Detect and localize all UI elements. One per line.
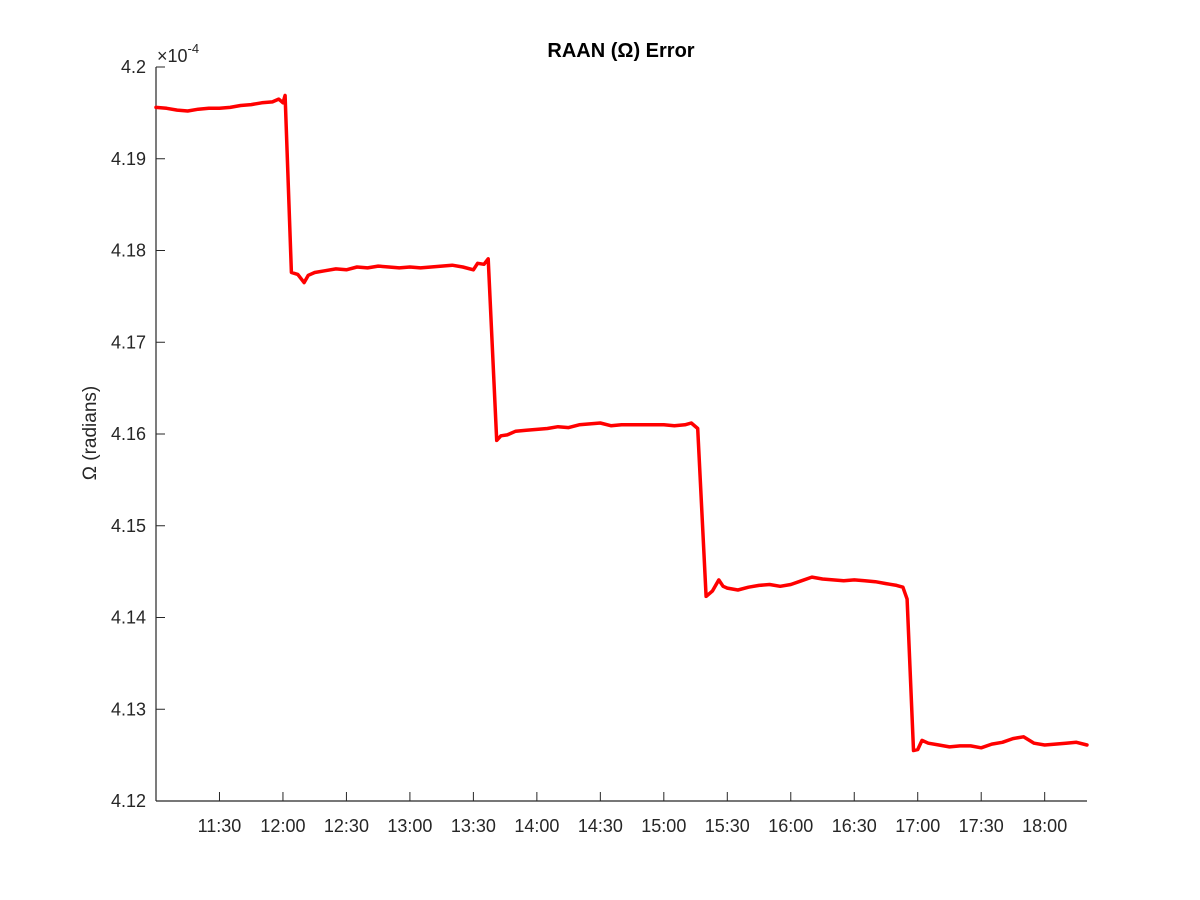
x-tick-label: 14:30 bbox=[578, 816, 623, 836]
x-tick-label: 16:00 bbox=[768, 816, 813, 836]
x-tick-label: 18:00 bbox=[1022, 816, 1067, 836]
x-tick-label: 13:30 bbox=[451, 816, 496, 836]
x-tick-label: 14:00 bbox=[514, 816, 559, 836]
x-tick-label: 13:00 bbox=[387, 816, 432, 836]
chart-title: RAAN (Ω) Error bbox=[547, 40, 694, 62]
y-tick-label: 4.15 bbox=[111, 516, 146, 536]
x-tick-label: 15:30 bbox=[705, 816, 750, 836]
y-axis-exponent: ×10-4 bbox=[157, 41, 199, 66]
series bbox=[154, 93, 1089, 753]
x-tick-label: 17:00 bbox=[895, 816, 940, 836]
y-tick-label: 4.12 bbox=[111, 791, 146, 811]
y-tick-label: 4.19 bbox=[111, 149, 146, 169]
ticks: 4.12 4.13 4.14 4.15 4.16 4.17 4.18 4.19 4.2 11:30… bbox=[111, 57, 1067, 836]
x-tick-label: 16:30 bbox=[832, 816, 877, 836]
x-tick-label: 15:00 bbox=[641, 816, 686, 836]
x-tick-label: 11:30 bbox=[198, 816, 242, 836]
axes bbox=[155, 67, 1087, 802]
y-tick-label: 4.18 bbox=[111, 241, 146, 261]
y-tick-label: 4.16 bbox=[111, 424, 146, 444]
x-tick-label: 12:30 bbox=[324, 816, 369, 836]
y-axis-exponent-power: -4 bbox=[188, 41, 200, 56]
y-tick-label: 4.14 bbox=[111, 608, 146, 628]
x-tick-label: 12:00 bbox=[260, 816, 305, 836]
y-axis-label: Ω (radians) bbox=[80, 386, 101, 480]
y-tick-label: 4.13 bbox=[111, 699, 146, 719]
x-tick-label: 17:30 bbox=[959, 816, 1004, 836]
series-line-0 bbox=[154, 93, 1089, 753]
y-tick-label: 4.17 bbox=[111, 332, 146, 352]
y-axis-exponent-base: ×10 bbox=[157, 46, 188, 66]
y-tick-label: 4.2 bbox=[121, 57, 146, 77]
